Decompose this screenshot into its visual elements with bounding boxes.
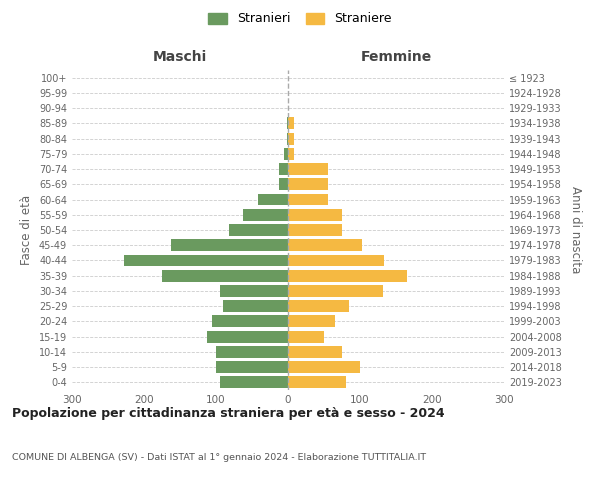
- Bar: [220, 285, 288, 297]
- Bar: [288, 118, 294, 130]
- Y-axis label: Fasce di età: Fasce di età: [20, 195, 33, 265]
- Bar: [288, 163, 328, 175]
- Bar: [288, 178, 328, 190]
- Bar: [208, 330, 288, 342]
- Bar: [216, 346, 288, 358]
- Bar: [288, 300, 349, 312]
- Y-axis label: Anni di nascita: Anni di nascita: [569, 186, 581, 274]
- Bar: [288, 209, 342, 220]
- Bar: [220, 376, 288, 388]
- Bar: [280, 163, 288, 175]
- Bar: [229, 224, 288, 236]
- Text: Femmine: Femmine: [361, 50, 431, 64]
- Bar: [124, 254, 288, 266]
- Bar: [162, 270, 288, 281]
- Bar: [288, 148, 294, 160]
- Bar: [288, 330, 324, 342]
- Bar: [288, 316, 335, 328]
- Text: COMUNE DI ALBENGA (SV) - Dati ISTAT al 1° gennaio 2024 - Elaborazione TUTTITALIA: COMUNE DI ALBENGA (SV) - Dati ISTAT al 1…: [12, 452, 426, 462]
- Text: Popolazione per cittadinanza straniera per età e sesso - 2024: Popolazione per cittadinanza straniera p…: [12, 408, 445, 420]
- Bar: [284, 148, 288, 160]
- Bar: [258, 194, 288, 205]
- Bar: [288, 194, 328, 205]
- Bar: [288, 240, 362, 251]
- Bar: [288, 132, 294, 144]
- Bar: [223, 300, 288, 312]
- Bar: [288, 361, 360, 373]
- Bar: [288, 254, 384, 266]
- Bar: [288, 376, 346, 388]
- Bar: [288, 285, 383, 297]
- Bar: [172, 240, 288, 251]
- Bar: [288, 346, 342, 358]
- Bar: [280, 178, 288, 190]
- Bar: [288, 224, 342, 236]
- Legend: Stranieri, Straniere: Stranieri, Straniere: [205, 8, 395, 29]
- Bar: [212, 316, 288, 328]
- Bar: [287, 132, 288, 144]
- Bar: [288, 270, 407, 281]
- Text: Maschi: Maschi: [153, 50, 207, 64]
- Bar: [287, 118, 288, 130]
- Bar: [216, 361, 288, 373]
- Bar: [244, 209, 288, 220]
